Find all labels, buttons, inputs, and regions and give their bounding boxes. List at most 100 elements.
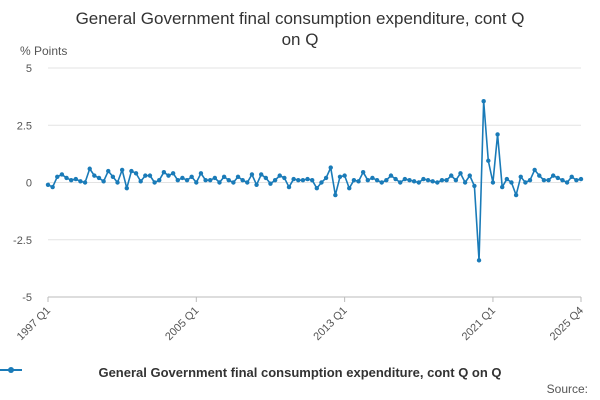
data-point [129, 168, 134, 174]
data-point [509, 180, 514, 185]
data-point [208, 178, 213, 183]
legend[interactable]: General Government final consumption exp… [0, 365, 600, 380]
data-point [425, 178, 431, 183]
data-point [328, 165, 333, 170]
data-point [110, 174, 116, 179]
data-point [157, 178, 162, 183]
data-point [574, 178, 579, 183]
data-point [166, 173, 171, 178]
data-point [550, 173, 556, 178]
data-point [411, 179, 417, 184]
data-point [500, 184, 505, 190]
data-point [523, 180, 528, 185]
data-point [96, 175, 102, 181]
data-point [546, 178, 551, 183]
data-point [527, 178, 533, 183]
data-point [212, 175, 218, 181]
data-point [518, 174, 523, 179]
data-point [82, 180, 88, 185]
data-point [92, 173, 97, 178]
data-point [55, 174, 60, 179]
data-point [309, 178, 315, 183]
data-point [277, 173, 282, 178]
chart-title-line-2: on Q [281, 30, 319, 49]
data-point [430, 179, 435, 184]
chart-title-line-1: General Government final consumption exp… [75, 9, 525, 28]
data-point [235, 174, 241, 179]
data-point [286, 184, 292, 190]
data-point [221, 174, 227, 179]
data-point [490, 180, 496, 185]
data-point [245, 180, 250, 185]
data-point [458, 171, 463, 176]
y-tick-label: -2.5 [13, 235, 32, 247]
data-point [578, 176, 584, 182]
data-point [513, 192, 519, 198]
data-point [467, 173, 472, 178]
y-tick-label: 0 [26, 178, 32, 190]
data-point [388, 173, 394, 178]
data-point [143, 173, 148, 178]
data-point [472, 183, 477, 189]
data-point [305, 176, 310, 182]
data-point [291, 176, 296, 182]
data-point [170, 171, 176, 176]
data-point [254, 182, 259, 187]
data-point [504, 176, 510, 182]
data-point [249, 172, 255, 177]
data-point [453, 178, 459, 183]
data-point [231, 180, 236, 185]
data-point [462, 180, 468, 185]
data-point [50, 184, 55, 190]
data-point [189, 174, 194, 179]
data-point [486, 158, 491, 163]
data-point [481, 99, 486, 104]
data-point [68, 178, 74, 183]
data-point [45, 182, 51, 187]
data-point [379, 180, 384, 185]
source-label: Source: [546, 382, 588, 396]
legend-line-marker-icon [0, 367, 22, 373]
data-point [564, 180, 570, 185]
data-point [569, 174, 574, 179]
data-point [115, 180, 120, 185]
data-point [356, 179, 361, 184]
data-point [184, 178, 190, 183]
data-point [333, 192, 338, 198]
data-point [133, 171, 139, 176]
x-tick-label: 2021 Q1 [460, 305, 498, 343]
data-point [444, 178, 449, 183]
data-point [296, 178, 301, 183]
data-point [152, 180, 157, 185]
x-tick-label: 2005 Q1 [163, 305, 201, 343]
data-point [194, 180, 199, 185]
x-tick-label: 2013 Q1 [311, 305, 349, 343]
y-axis-unit-label: % Points [20, 44, 68, 58]
data-point [259, 172, 264, 177]
data-point [347, 186, 352, 191]
data-point [402, 176, 408, 182]
data-point [226, 178, 231, 183]
x-tick-label: 2025 Q4 [548, 305, 586, 343]
data-point [374, 178, 380, 183]
data-point [384, 178, 389, 183]
y-tick-label: 2.5 [17, 120, 32, 132]
data-point [73, 176, 79, 182]
legend-label: General Government final consumption exp… [98, 365, 502, 380]
data-point [560, 178, 565, 183]
data-point [101, 179, 106, 184]
data-point [161, 169, 167, 175]
data-point [124, 186, 129, 191]
data-point [337, 174, 343, 179]
data-point [78, 179, 83, 184]
data-point [555, 175, 561, 181]
y-tick-label: 5 [26, 63, 32, 75]
data-point [138, 179, 143, 184]
data-point [240, 178, 245, 183]
data-point [106, 168, 111, 174]
data-point [175, 178, 180, 183]
data-point [421, 176, 426, 182]
chart-title: General Government final consumption exp… [0, 8, 600, 50]
